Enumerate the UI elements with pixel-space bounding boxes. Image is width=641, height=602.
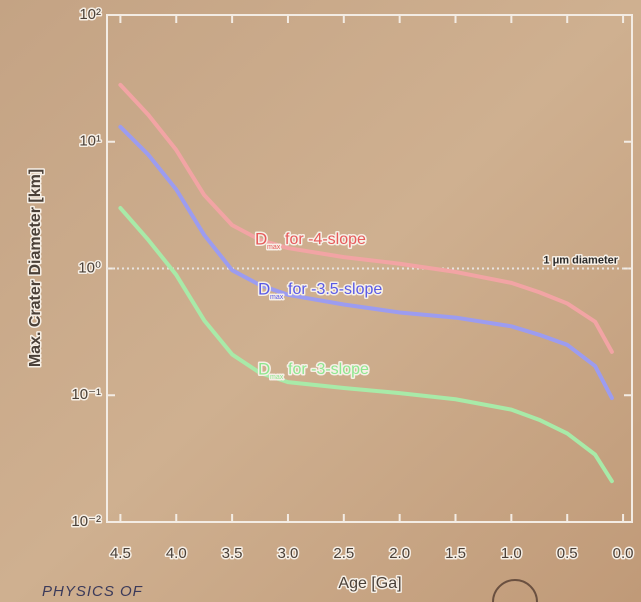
label-subscript: max	[270, 294, 284, 301]
x-tick-label: 1.0	[501, 545, 522, 562]
x-tick-label: 3.5	[222, 545, 243, 562]
series-line	[118, 82, 614, 354]
label-subscript: max	[270, 374, 284, 381]
y-tick-label: 10⁻¹	[71, 386, 101, 403]
x-tick-label: 1.5	[445, 545, 466, 562]
x-tick-label: 4.0	[166, 545, 187, 562]
x-tick-label: 2.0	[389, 545, 410, 562]
seal	[492, 579, 538, 602]
label-symbol: D	[258, 279, 270, 298]
legend-entry: for -3.5-slope	[288, 281, 382, 298]
x-tick-label: 3.0	[278, 545, 299, 562]
y-tick-label: 10²	[79, 6, 101, 23]
x-tick-label: 2.5	[333, 545, 354, 562]
reference-label: 1 μm diameter	[543, 254, 618, 266]
y-axis-label: Max. Crater Diameter [km]	[27, 169, 44, 367]
series-line	[118, 124, 614, 401]
label-symbol: D	[255, 229, 267, 248]
y-tick-label: 10¹	[79, 133, 101, 150]
x-tick-label: 0.5	[557, 545, 578, 562]
series-line	[118, 206, 614, 484]
x-tick-label: 4.5	[110, 545, 131, 562]
footer: PHYSICS OF	[42, 583, 143, 600]
x-tick-label: 0.0	[613, 545, 634, 562]
label-symbol: D	[258, 359, 270, 378]
x-axis-label: Age [Ga]	[338, 575, 401, 592]
y-tick-label: 10⁰	[78, 259, 101, 276]
label-subscript: max	[267, 244, 281, 251]
y-tick-label: 10⁻²	[71, 513, 101, 530]
legend-entry: for -4-slope	[285, 231, 366, 248]
legend-entry: for -3-slope	[288, 361, 369, 378]
